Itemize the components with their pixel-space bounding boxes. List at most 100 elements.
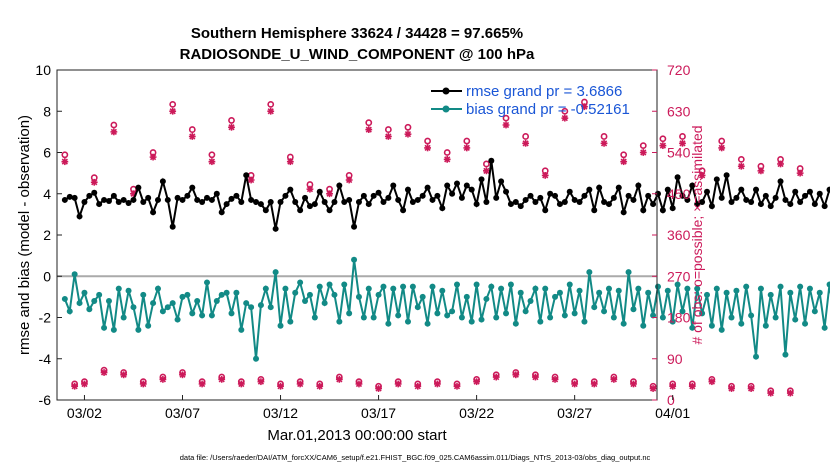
obs-assimilated-marker [365,126,373,133]
obs-assimilated-marker [414,382,422,390]
rmse-marker [164,196,171,203]
rmse-marker [316,188,323,195]
rmse-marker [547,190,554,197]
rmse-marker [179,196,186,203]
bias-marker [223,289,230,296]
obs-assimilated-marker [335,375,343,383]
rmse-marker [738,186,745,193]
rmse-marker [552,192,559,199]
y2-tick-label: 630 [667,103,691,119]
bias-marker [571,310,578,317]
bias-marker [498,285,505,292]
bias-marker [414,304,421,311]
x-tick-label: 03/02 [67,405,102,421]
bias-marker [699,310,706,317]
bias-marker [351,256,358,263]
y-tick-label: 0 [43,268,51,284]
bias-marker [115,285,122,292]
y2-tick-label: 360 [667,227,691,243]
bias-marker [458,314,465,321]
obs-assimilated-marker [669,382,677,390]
bias-marker [287,318,294,325]
rmse-marker [718,194,725,201]
rmse-marker [306,203,313,210]
rmse-marker [71,194,78,201]
bias-marker [478,316,485,323]
bias-marker [306,291,313,298]
rmse-marker [287,186,294,193]
rmse-marker [110,192,117,199]
rmse-marker [689,182,696,189]
obs-assimilated-marker [532,373,539,381]
rmse-marker [601,199,608,205]
bias-marker [547,314,554,321]
rmse-marker [243,172,250,179]
rmse-marker [473,201,480,208]
bias-marker [120,314,127,321]
bias-marker [527,298,534,304]
rmse-marker [556,201,563,208]
rmse-marker [674,174,681,181]
bias-marker [797,283,804,290]
rmse-marker [262,207,269,214]
obs-assimilated-marker [139,380,147,388]
y2-tick-label: 180 [667,310,691,326]
y-tick-label: 4 [43,186,51,202]
obs-possible-marker [659,135,667,143]
rmse-marker [213,190,220,197]
obs-assimilated-marker [600,139,608,147]
obs-assimilated-marker [630,380,637,388]
bias-marker [679,308,686,315]
obs-assimilated-marker [561,114,569,122]
legend: rmse grand pr = 3.6866 bias grand pr = -… [431,83,630,118]
rmse-marker [159,178,166,185]
rmse-marker [150,209,157,216]
rmse-marker [189,184,196,191]
bias-marker [684,285,691,292]
rmse-marker [248,196,255,203]
bias-marker [326,281,333,288]
bias-marker [341,281,348,288]
bias-marker [792,316,799,323]
bias-marker [733,287,740,294]
rmse-marker [767,203,774,210]
bias-marker [748,312,755,319]
rmse-marker [743,196,750,203]
rmse-marker [341,199,348,205]
bias-marker [757,285,764,292]
obs-assimilated-marker [757,167,765,175]
rmse-marker [566,188,573,195]
bias-marker [542,285,549,292]
bias-marker [355,293,362,300]
rmse-marker [96,201,103,208]
bias-marker [439,287,446,294]
rmse-marker [272,225,279,232]
bias-marker [277,322,284,329]
bias-marker [218,291,225,298]
rmse-marker [659,207,666,214]
obs-assimilated-marker [747,385,755,392]
obs-assimilated-marker [522,139,530,147]
rmse-marker [728,199,735,205]
bias-marker [826,281,830,288]
x-tick-label: 03/12 [263,405,298,421]
rmse-marker [669,205,676,212]
rmse-marker [561,199,568,205]
bias-marker [591,304,598,311]
bias-marker [267,304,274,311]
bias-marker [566,281,573,288]
rmse-marker [125,200,132,207]
x-tick-label: 03/27 [557,405,592,421]
y-tick-label: -4 [39,351,52,367]
y2-tick-label: 90 [667,351,683,367]
rmse-marker [571,196,578,203]
bias-marker [596,289,603,296]
rmse-marker [434,192,441,199]
bias-marker [723,289,730,296]
rmse-marker [498,178,505,185]
bias-marker [488,283,495,290]
obs-assimilated-marker [688,382,696,390]
bias-marker [233,289,240,296]
obs-assimilated-marker [463,144,471,152]
